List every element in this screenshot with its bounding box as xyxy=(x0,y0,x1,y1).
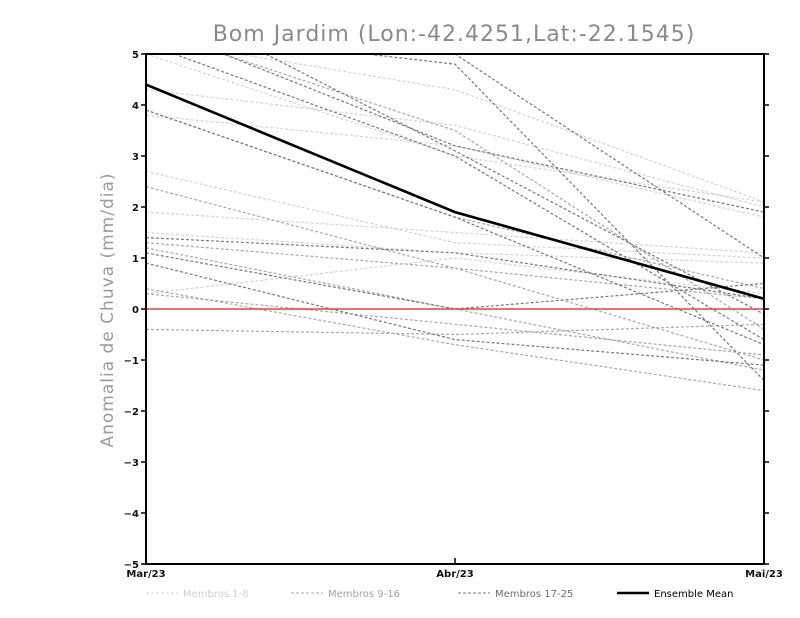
member-line-18 xyxy=(453,54,764,259)
y-tick-label: −1 xyxy=(124,356,139,367)
x-tick-label: Abr/23 xyxy=(436,569,473,580)
ensemble-mean-line xyxy=(146,83,764,301)
member-line-15 xyxy=(146,293,764,356)
member-line-25 xyxy=(221,54,764,213)
member-line-24 xyxy=(146,262,764,366)
member-line-23 xyxy=(146,252,764,310)
x-tick-label: Mar/23 xyxy=(126,569,165,580)
y-tick-label: 5 xyxy=(132,50,139,61)
x-axis: Mar/23 Abr/23 Mai/23 xyxy=(126,558,783,580)
y-tick-label: 0 xyxy=(132,305,139,316)
member-line-7 xyxy=(146,257,764,295)
legend-label: Ensemble Mean xyxy=(654,589,733,600)
legend-label: Membros 17-25 xyxy=(495,589,573,600)
member-line-11 xyxy=(146,186,764,361)
x-tick-label: Mai/23 xyxy=(745,569,783,580)
y-tick-label: −3 xyxy=(124,458,139,469)
y-tick-label: 2 xyxy=(132,203,139,214)
y-tick-label: 3 xyxy=(132,152,139,163)
y-tick-label: 1 xyxy=(132,254,139,265)
chart-title: Bom Jardim (Lon:-42.4251,Lat:-22.1545) xyxy=(213,22,696,47)
legend-label: Membros 9-16 xyxy=(328,589,400,600)
member-line-8 xyxy=(146,54,764,203)
member-line-12 xyxy=(146,242,764,300)
member-line-5 xyxy=(146,211,764,254)
member-line-9 xyxy=(221,54,764,330)
member-line-10 xyxy=(146,109,764,290)
member-line-20 xyxy=(172,54,764,341)
member-line-21 xyxy=(146,109,764,346)
y-tick-label: −2 xyxy=(124,407,139,418)
member-line-14 xyxy=(146,288,764,392)
member-line-17 xyxy=(361,54,764,381)
member-line-16 xyxy=(146,323,764,336)
y-tick-label: −4 xyxy=(124,509,139,520)
member-lines xyxy=(146,54,764,392)
y-axis-label: Anomalia de Chuva (mm/dia) xyxy=(98,172,118,447)
member-line-4 xyxy=(146,170,764,259)
member-line-22 xyxy=(146,237,764,300)
legend: Membros 1-8 Membros 9-16 Membros 17-25 Ense… xyxy=(146,589,733,600)
legend-label: Membros 1-8 xyxy=(183,589,249,600)
member-line-2 xyxy=(146,89,764,208)
member-line-1 xyxy=(235,54,764,203)
y-tick-label: 4 xyxy=(132,101,139,112)
y-tick-label: −5 xyxy=(124,560,139,571)
y-axis: 5 4 3 2 1 0 −1 −2 −3 −4 −5 xyxy=(124,50,769,571)
member-line-19 xyxy=(264,54,764,315)
